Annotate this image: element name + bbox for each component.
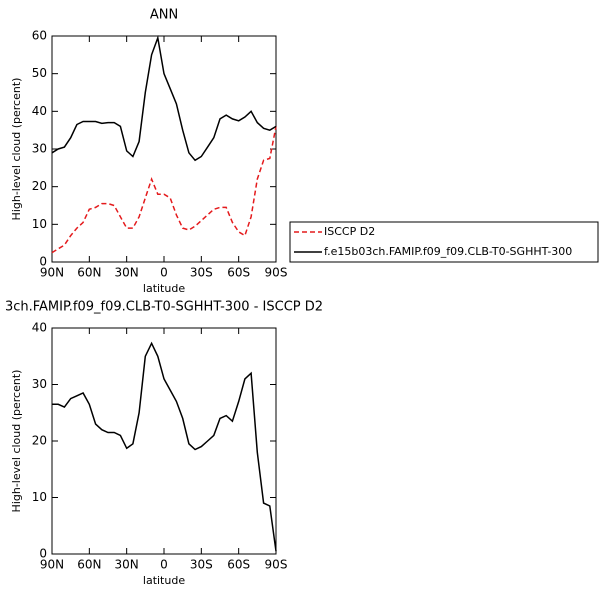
y-tick-label: 30 bbox=[32, 142, 47, 156]
y-axis-label: High-level cloud (percent) bbox=[10, 370, 23, 513]
x-tick-label: 60S bbox=[227, 266, 250, 280]
x-tick-label: 60N bbox=[77, 558, 101, 572]
legend-label: ISCCP D2 bbox=[324, 225, 375, 238]
x-tick-label: 0 bbox=[160, 558, 168, 572]
x-axis-label: latitude bbox=[143, 282, 185, 295]
data-line bbox=[51, 126, 277, 254]
y-tick-label: 10 bbox=[32, 490, 47, 504]
x-tick-label: 30N bbox=[115, 558, 139, 572]
legend-box bbox=[289, 221, 599, 263]
y-tick-label: 0 bbox=[39, 255, 47, 269]
y-tick-label: 0 bbox=[39, 547, 47, 561]
x-tick-label: 30S bbox=[190, 558, 213, 572]
chart-title: 3ch.FAMIP.f09_f09.CLB-T0-SGHHT-300 - ISC… bbox=[5, 300, 323, 315]
y-tick-label: 20 bbox=[32, 179, 47, 193]
x-tick-label: 90N bbox=[40, 558, 64, 572]
y-tick-label: 10 bbox=[32, 217, 47, 231]
x-tick-label: 90N bbox=[40, 266, 64, 280]
x-tick-label: 90S bbox=[265, 558, 288, 572]
x-tick-label: 60N bbox=[77, 266, 101, 280]
chart-title: ANN bbox=[150, 8, 178, 23]
data-line bbox=[51, 35, 277, 162]
y-tick-label: 30 bbox=[32, 377, 47, 391]
data-line bbox=[52, 341, 277, 552]
y-tick-label: 20 bbox=[32, 434, 47, 448]
legend-label: f.e15b03ch.FAMIP.f09_f09.CLB-T0-SGHHT-30… bbox=[324, 245, 572, 258]
plot-frame bbox=[51, 327, 277, 555]
x-axis-label: latitude bbox=[143, 574, 185, 587]
x-tick-label: 0 bbox=[160, 266, 168, 280]
x-tick-label: 90S bbox=[265, 266, 288, 280]
x-tick-label: 30S bbox=[190, 266, 213, 280]
x-tick-label: 30N bbox=[115, 266, 139, 280]
y-tick-label: 50 bbox=[32, 66, 47, 80]
y-tick-label: 40 bbox=[32, 321, 47, 335]
y-tick-label: 60 bbox=[32, 29, 47, 43]
y-tick-label: 40 bbox=[32, 104, 47, 118]
x-tick-label: 60S bbox=[227, 558, 250, 572]
y-axis-label: High-level cloud (percent) bbox=[10, 78, 23, 221]
